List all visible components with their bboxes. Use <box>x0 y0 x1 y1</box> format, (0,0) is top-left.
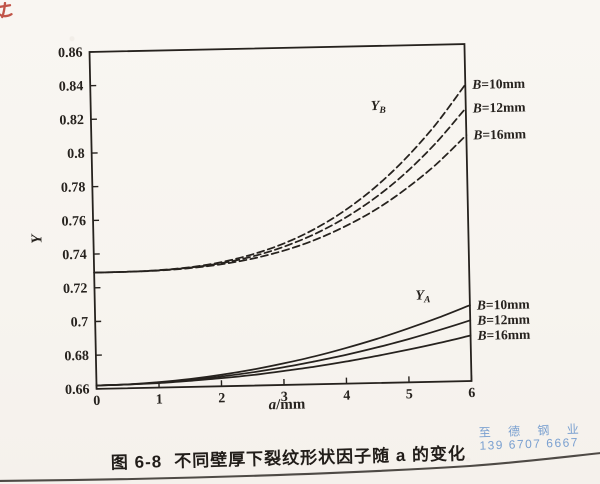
series-curve-YA-10 <box>95 304 471 387</box>
series-curve-YA-16 <box>95 334 472 387</box>
series-label: B=16mm <box>472 126 527 142</box>
y-tick-label: 0.74 <box>62 248 87 264</box>
series-curve-YB-16 <box>93 134 468 274</box>
y-tick-label: 0.76 <box>61 214 86 230</box>
chart-canvas: 0.86 0.84 0.82 0.8 0.78 0.76 0.74 0.72 0.7 0.68 0.… <box>29 43 531 414</box>
page-edge-line <box>0 452 600 483</box>
y-tick-label: 0.8 <box>67 147 85 162</box>
x-tick-label: 5 <box>406 387 413 402</box>
y-tick-label: 0.86 <box>58 46 83 62</box>
series-label: B=16mm <box>476 327 531 343</box>
series-curve-YA-12 <box>95 319 472 387</box>
x-tick-label: 4 <box>343 389 350 404</box>
y-tick-label: 0.82 <box>59 113 84 129</box>
series-curve-YB-12 <box>93 107 467 274</box>
y-tick-label: 0.84 <box>59 79 84 95</box>
y-tick-label: 0.72 <box>63 281 88 297</box>
y-tick-label: 0.66 <box>65 383 90 399</box>
series-label: B=10mm <box>471 76 526 92</box>
x-tick-label: 3 <box>281 390 288 405</box>
figure-area: 0.86 0.84 0.82 0.8 0.78 0.76 0.74 0.72 0.7 0.68 0.… <box>29 43 531 414</box>
series-label: B=12mm <box>472 99 527 115</box>
series-label: B=12mm <box>476 312 531 328</box>
x-tick-label: 2 <box>218 391 225 406</box>
x-tick-label: 0 <box>93 394 100 409</box>
red-ink-mark <box>0 2 13 19</box>
x-tick-label: 6 <box>468 386 475 401</box>
y-tick-label: 0.68 <box>64 349 89 365</box>
x-tick-label: 1 <box>156 392 163 407</box>
group-label-YA: YA <box>415 288 430 305</box>
group-label-YB: YB <box>371 99 386 116</box>
y-tick-label: 0.78 <box>61 180 86 196</box>
series-curve-YB-10 <box>93 83 467 274</box>
y-tick-label: 0.7 <box>71 315 89 330</box>
series-label: B=10mm <box>476 296 531 312</box>
x-axis-label: a/mm <box>268 397 305 414</box>
y-axis-label: Y <box>29 233 45 244</box>
